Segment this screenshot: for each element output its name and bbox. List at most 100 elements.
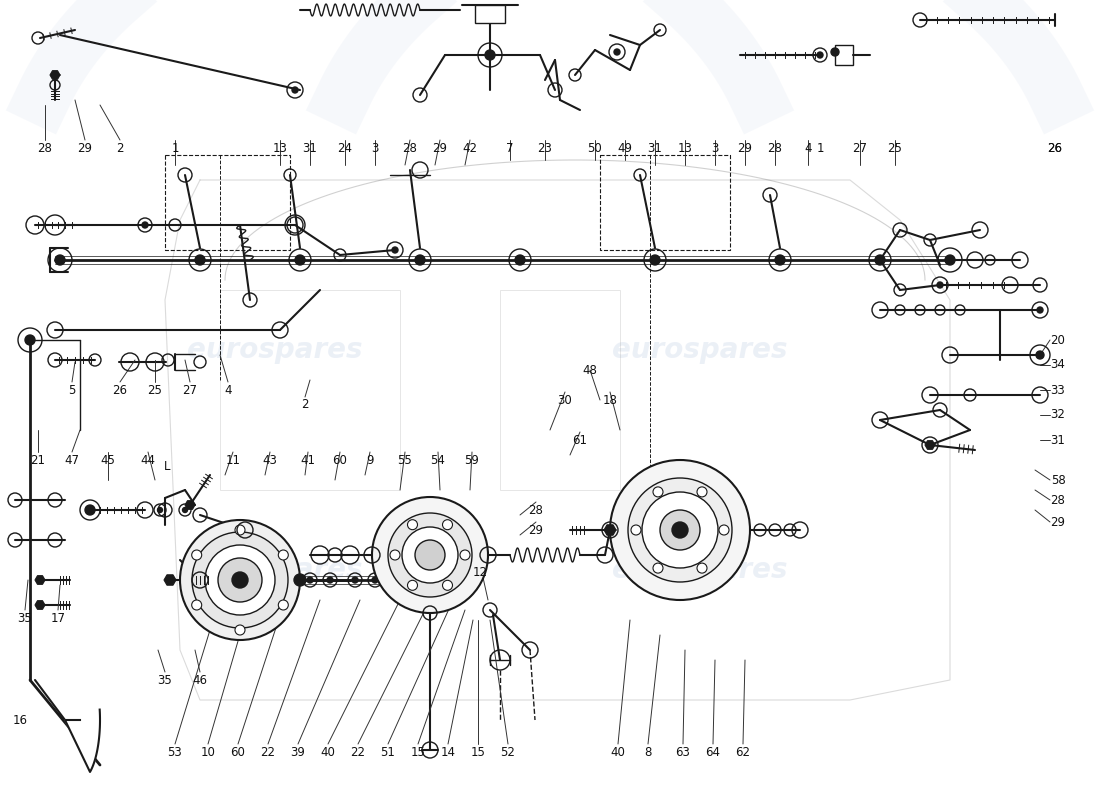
- Text: 18: 18: [603, 394, 617, 406]
- Text: 31: 31: [648, 142, 662, 154]
- Text: 59: 59: [464, 454, 480, 466]
- Text: 63: 63: [675, 746, 691, 758]
- Text: 13: 13: [678, 142, 692, 154]
- Circle shape: [697, 563, 707, 573]
- Circle shape: [352, 577, 358, 583]
- Text: 20: 20: [1050, 334, 1066, 346]
- Polygon shape: [65, 710, 100, 772]
- Circle shape: [192, 532, 288, 628]
- Circle shape: [295, 255, 305, 265]
- Text: 11: 11: [226, 454, 241, 466]
- Circle shape: [191, 550, 201, 560]
- Text: 14: 14: [440, 746, 455, 758]
- Circle shape: [485, 50, 495, 60]
- Text: 28: 28: [37, 142, 53, 154]
- Text: 40: 40: [610, 746, 626, 758]
- Bar: [500, 290, 620, 490]
- Circle shape: [157, 507, 163, 513]
- Circle shape: [235, 625, 245, 635]
- Text: 40: 40: [320, 746, 336, 758]
- Text: 28: 28: [1050, 494, 1066, 506]
- Circle shape: [392, 247, 398, 253]
- Text: 1: 1: [816, 142, 824, 154]
- Text: 51: 51: [381, 746, 395, 758]
- Text: 46: 46: [192, 674, 208, 686]
- Circle shape: [372, 577, 378, 583]
- Circle shape: [817, 52, 823, 58]
- Text: 23: 23: [538, 142, 552, 154]
- Bar: [220, 290, 400, 490]
- Text: L: L: [164, 461, 170, 474]
- Circle shape: [642, 492, 718, 568]
- Text: 28: 28: [768, 142, 782, 154]
- Circle shape: [278, 600, 288, 610]
- Text: 5: 5: [68, 383, 76, 397]
- Circle shape: [195, 255, 205, 265]
- Text: 58: 58: [1050, 474, 1066, 486]
- Circle shape: [407, 580, 418, 590]
- Text: 4: 4: [804, 142, 812, 154]
- Circle shape: [180, 520, 300, 640]
- Text: 22: 22: [261, 746, 275, 758]
- Circle shape: [1037, 307, 1043, 313]
- Circle shape: [610, 460, 750, 600]
- Bar: [475, 5, 505, 23]
- Circle shape: [292, 87, 298, 93]
- Polygon shape: [164, 575, 176, 585]
- Text: eurospares: eurospares: [613, 556, 788, 584]
- Circle shape: [415, 540, 446, 570]
- Text: eurospares: eurospares: [187, 336, 363, 364]
- Text: 24: 24: [338, 142, 352, 154]
- Circle shape: [407, 520, 418, 530]
- Polygon shape: [35, 601, 45, 610]
- Circle shape: [614, 49, 620, 55]
- Polygon shape: [925, 441, 935, 450]
- Text: 17: 17: [51, 611, 66, 625]
- Text: 43: 43: [263, 454, 277, 466]
- Bar: [835, 45, 852, 65]
- Circle shape: [218, 558, 262, 602]
- Text: 60: 60: [332, 454, 348, 466]
- Circle shape: [390, 550, 400, 560]
- Circle shape: [25, 335, 35, 345]
- Circle shape: [232, 572, 248, 588]
- Circle shape: [874, 255, 886, 265]
- Circle shape: [830, 48, 839, 56]
- Text: 8: 8: [645, 746, 651, 758]
- Circle shape: [85, 505, 95, 515]
- Text: 28: 28: [529, 503, 543, 517]
- Text: 45: 45: [100, 454, 116, 466]
- Circle shape: [442, 580, 452, 590]
- Text: 55: 55: [397, 454, 412, 466]
- Text: 7: 7: [506, 142, 514, 154]
- Text: 1: 1: [172, 142, 178, 154]
- Text: 29: 29: [528, 523, 543, 537]
- Text: 28: 28: [403, 142, 417, 154]
- Text: 41: 41: [300, 454, 316, 466]
- Polygon shape: [604, 525, 616, 535]
- Circle shape: [191, 600, 201, 610]
- Text: 2: 2: [117, 142, 123, 154]
- Text: 39: 39: [290, 746, 306, 758]
- Circle shape: [55, 255, 65, 265]
- Circle shape: [660, 510, 700, 550]
- Text: 35: 35: [157, 674, 173, 686]
- Text: 29: 29: [737, 142, 752, 154]
- Circle shape: [442, 520, 452, 530]
- Text: 31: 31: [1050, 434, 1066, 446]
- Text: 33: 33: [1050, 383, 1066, 397]
- Circle shape: [460, 550, 470, 560]
- Circle shape: [653, 563, 663, 573]
- Text: eurospares: eurospares: [187, 556, 363, 584]
- Text: 3: 3: [712, 142, 718, 154]
- Text: 34: 34: [1050, 358, 1066, 371]
- Circle shape: [719, 525, 729, 535]
- Polygon shape: [50, 70, 60, 79]
- Text: 30: 30: [558, 394, 572, 406]
- Text: 26: 26: [1047, 142, 1063, 154]
- Text: 61: 61: [572, 434, 587, 446]
- Text: 29: 29: [77, 142, 92, 154]
- Circle shape: [307, 577, 314, 583]
- Text: 62: 62: [736, 746, 750, 758]
- Circle shape: [631, 525, 641, 535]
